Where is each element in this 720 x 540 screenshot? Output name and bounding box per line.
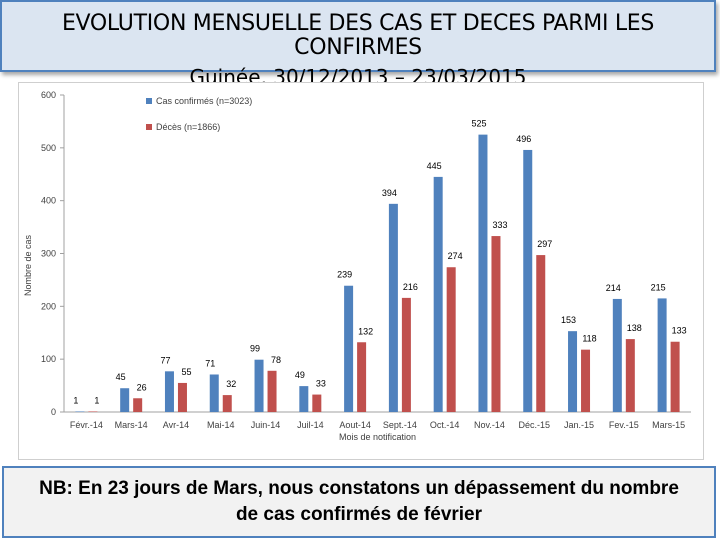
bar-deces <box>401 297 411 412</box>
data-label-cas: 153 <box>561 315 576 325</box>
bar-cas <box>209 374 219 412</box>
bar-deces <box>312 394 322 412</box>
bar-deces <box>536 255 546 412</box>
data-label-deces: 138 <box>627 323 642 333</box>
chart-area: 0 100 200 300 400 500 600 Nombre de cas 1 1 Févr.-… <box>18 82 704 460</box>
data-label-cas: 1 <box>73 395 78 405</box>
data-label-cas: 71 <box>205 358 215 368</box>
data-label-cas: 496 <box>516 134 531 144</box>
data-label-cas: 77 <box>160 355 170 365</box>
data-label-deces: 333 <box>492 220 507 230</box>
data-label-cas: 445 <box>427 161 442 171</box>
bar-cas <box>254 359 264 412</box>
data-label-deces: 78 <box>271 355 281 365</box>
note-line-2: de cas confirmés de février <box>235 504 483 525</box>
bar-cas <box>120 388 130 412</box>
legend-swatch-cas <box>146 98 152 104</box>
bar-cas <box>75 411 85 412</box>
y-tick-label: 400 <box>41 196 56 206</box>
y-axis-title: Nombre de cas <box>23 234 33 296</box>
y-tick-label: 0 <box>51 407 56 417</box>
note-line-1: NB: En 23 jours de Mars, nous constatons… <box>39 478 679 499</box>
x-axis-title: Mois de notification <box>339 432 416 442</box>
data-label-cas: 239 <box>337 270 352 280</box>
legend-label-deces: Décès (n=1866) <box>156 122 220 132</box>
bar-cas <box>344 285 354 412</box>
bar-cas <box>612 298 622 412</box>
legend-label-cas: Cas confirmés (n=3023) <box>156 96 252 106</box>
x-tick-label: Juil-14 <box>297 420 324 430</box>
data-label-cas: 99 <box>250 344 260 354</box>
page-title: EVOLUTION MENSUELLE DES CAS ET DECES PAR… <box>61 11 655 60</box>
bar-cas <box>568 331 578 412</box>
data-label-deces: 297 <box>537 239 552 249</box>
x-tick-label: Avr-14 <box>163 420 189 430</box>
bar-deces <box>581 349 591 412</box>
x-tick-label: Oct.-14 <box>430 420 460 430</box>
data-label-deces: 33 <box>316 379 326 389</box>
bar-deces <box>88 411 98 412</box>
bar-cas <box>164 371 174 412</box>
data-label-deces: 133 <box>672 326 687 336</box>
x-tick-label: Févr.-14 <box>70 420 103 430</box>
title-banner: EVOLUTION MENSUELLE DES CAS ET DECES PAR… <box>0 0 716 89</box>
y-tick-label: 300 <box>41 249 56 259</box>
legend-swatch-deces <box>146 124 152 130</box>
data-label-deces: 118 <box>582 334 596 344</box>
bar-deces <box>133 398 143 412</box>
bar-deces <box>670 341 680 412</box>
bar-cas <box>478 134 488 412</box>
data-label-deces: 132 <box>358 326 373 336</box>
data-label-cas: 49 <box>295 370 305 380</box>
bar-deces <box>357 342 367 412</box>
x-tick-label: Nov.-14 <box>474 420 505 430</box>
bar-deces <box>446 267 456 412</box>
bar-cas <box>388 203 398 412</box>
data-label-deces: 55 <box>181 367 191 377</box>
x-tick-label: Sept.-14 <box>383 420 417 430</box>
data-label-cas: 214 <box>606 283 621 293</box>
x-tick-label: Aout-14 <box>339 420 371 430</box>
y-tick-label: 600 <box>41 90 56 100</box>
bar-cas <box>299 386 309 412</box>
bar-cas <box>657 298 667 412</box>
x-tick-label: Jan.-15 <box>564 420 594 430</box>
data-label-deces: 1 <box>94 395 99 405</box>
data-label-deces: 274 <box>448 251 463 261</box>
bar-deces <box>222 395 232 412</box>
note-box: NB: En 23 jours de Mars, nous constatons… <box>2 466 716 538</box>
bar-deces <box>491 236 501 412</box>
data-label-cas: 215 <box>651 282 666 292</box>
bar-deces <box>625 339 635 412</box>
y-tick-label: 500 <box>41 143 56 153</box>
bar-chart: 0 100 200 300 400 500 600 Nombre de cas 1 1 Févr.-… <box>23 90 691 442</box>
x-tick-label: Fev.-15 <box>609 420 639 430</box>
data-label-cas: 525 <box>471 119 486 129</box>
data-label-deces: 216 <box>403 282 418 292</box>
bar-cas <box>433 176 443 412</box>
x-tick-label: Mars-15 <box>652 420 685 430</box>
data-label-deces: 32 <box>226 379 236 389</box>
bar-cas <box>523 149 533 412</box>
x-tick-label: Juin-14 <box>251 420 281 430</box>
x-tick-label: Mai-14 <box>207 420 235 430</box>
data-label-cas: 394 <box>382 188 397 198</box>
y-tick-label: 100 <box>41 354 56 364</box>
x-tick-label: Déc.-15 <box>518 420 550 430</box>
x-tick-label: Mars-14 <box>115 420 148 430</box>
data-label-cas: 45 <box>116 372 126 382</box>
bar-deces <box>267 370 277 412</box>
bar-deces <box>177 382 187 412</box>
y-tick-label: 200 <box>41 301 56 311</box>
data-label-deces: 26 <box>137 382 147 392</box>
